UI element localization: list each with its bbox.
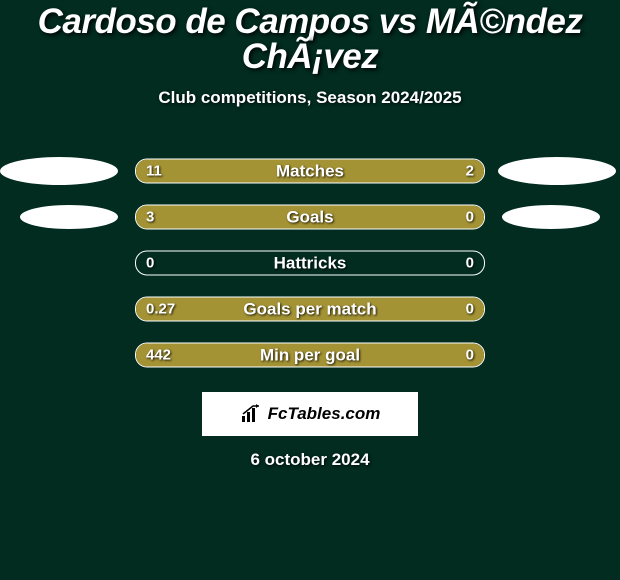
stat-bar: 0.270Goals per match [135,297,485,322]
bar-fill-left [136,298,484,321]
subtitle: Club competitions, Season 2024/2025 [0,88,620,108]
left-ellipse [20,205,118,229]
stat-bar: 0 0Hattricks [135,251,485,276]
stat-value-left: 0 [136,252,164,275]
stat-rows: 112Matches30Goals00Hattricks0.270Goals p… [0,148,620,378]
source-badge: FcTables.com [202,392,418,436]
comparison-card: Cardoso de Campos vs MÃ©ndez ChÃ¡vez Clu… [0,0,620,470]
date-text: 6 october 2024 [0,450,620,470]
stat-value-right: 0 [456,252,484,275]
stat-bar: 4420Min per goal [135,343,485,368]
stat-row: 4420Min per goal [0,332,620,378]
stat-row: 30Goals [0,194,620,240]
stat-label: Hattricks [136,252,484,275]
stat-value-right: 2 [456,160,484,183]
right-ellipse [502,205,600,229]
stat-value-left: 442 [136,344,181,367]
bar-fill-left [136,344,484,367]
page-title: Cardoso de Campos vs MÃ©ndez ChÃ¡vez [0,4,620,74]
stat-bar: 112Matches [135,159,485,184]
bar-fill-left [136,160,404,183]
stat-value-left: 11 [136,160,172,183]
source-text: FcTables.com [268,404,381,424]
stat-row: 112Matches [0,148,620,194]
stat-value-left: 3 [136,206,164,229]
stat-row: 0 0Hattricks [0,240,620,286]
stat-value-left: 0.27 [136,298,185,321]
stat-row: 0.270Goals per match [0,286,620,332]
stat-value-right: 0 [456,344,484,367]
stat-value-right: 0 [456,206,484,229]
stat-bar: 30Goals [135,205,485,230]
right-ellipse [498,157,616,185]
bar-fill-left [136,206,484,229]
chart-icon [240,404,262,424]
stat-value-right: 0 [456,298,484,321]
left-ellipse [0,157,118,185]
